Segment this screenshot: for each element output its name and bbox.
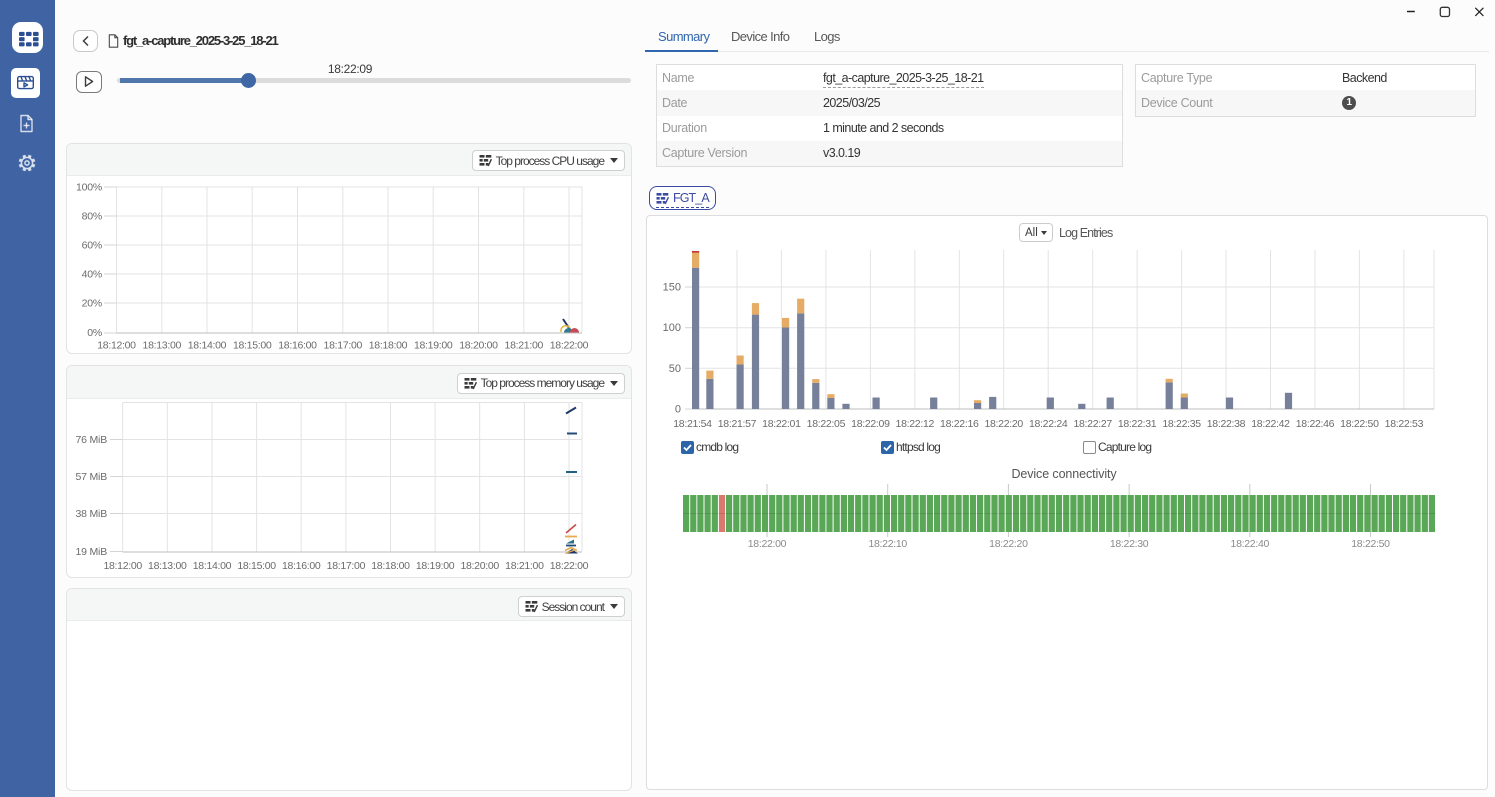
svg-text:50: 50 [669, 363, 681, 375]
svg-text:18:16:00: 18:16:00 [282, 560, 321, 572]
svg-text:18:21:54: 18:21:54 [673, 418, 712, 430]
svg-text:18:21:57: 18:21:57 [718, 418, 757, 430]
svg-text:18:21:00: 18:21:00 [505, 560, 544, 572]
svg-text:18:22:30: 18:22:30 [1110, 538, 1149, 550]
svg-text:18:22:50: 18:22:50 [1351, 538, 1390, 550]
svg-text:100%: 100% [76, 182, 102, 194]
svg-text:18:22:20: 18:22:20 [989, 538, 1028, 550]
svg-text:18:17:00: 18:17:00 [324, 340, 363, 352]
svg-text:19 MiB: 19 MiB [76, 546, 108, 558]
svg-text:18:20:00: 18:20:00 [460, 560, 499, 572]
svg-text:18:22:05: 18:22:05 [807, 418, 846, 430]
svg-text:18:12:00: 18:12:00 [103, 560, 142, 572]
svg-text:18:22:01: 18:22:01 [762, 418, 801, 430]
svg-text:18:16:00: 18:16:00 [278, 340, 317, 352]
svg-text:18:22:09: 18:22:09 [851, 418, 890, 430]
svg-text:60%: 60% [82, 240, 102, 252]
svg-text:100: 100 [663, 322, 681, 334]
svg-text:18:19:00: 18:19:00 [416, 560, 455, 572]
svg-text:80%: 80% [82, 211, 102, 223]
svg-text:18:13:00: 18:13:00 [143, 340, 182, 352]
svg-text:18:22:31: 18:22:31 [1118, 418, 1157, 430]
svg-text:18:18:00: 18:18:00 [369, 340, 408, 352]
svg-text:18:22:10: 18:22:10 [868, 538, 907, 550]
svg-text:18:22:27: 18:22:27 [1073, 418, 1112, 430]
svg-text:18:22:24: 18:22:24 [1029, 418, 1068, 430]
svg-text:18:22:38: 18:22:38 [1207, 418, 1246, 430]
svg-text:18:15:00: 18:15:00 [237, 560, 276, 572]
svg-text:18:14:00: 18:14:00 [193, 560, 232, 572]
svg-text:18:15:00: 18:15:00 [233, 340, 272, 352]
svg-text:18:22:00: 18:22:00 [748, 538, 787, 550]
svg-text:18:22:40: 18:22:40 [1231, 538, 1270, 550]
svg-text:18:19:00: 18:19:00 [414, 340, 453, 352]
svg-text:18:22:46: 18:22:46 [1296, 418, 1335, 430]
svg-text:57 MiB: 57 MiB [76, 471, 108, 483]
svg-text:0%: 0% [87, 327, 102, 339]
svg-text:18:21:00: 18:21:00 [505, 340, 544, 352]
svg-text:18:17:00: 18:17:00 [327, 560, 366, 572]
svg-text:18:22:35: 18:22:35 [1162, 418, 1201, 430]
svg-text:18:20:00: 18:20:00 [459, 340, 498, 352]
svg-text:38 MiB: 38 MiB [76, 508, 108, 520]
svg-text:18:22:00: 18:22:00 [550, 560, 589, 572]
svg-text:18:18:00: 18:18:00 [371, 560, 410, 572]
svg-text:18:22:16: 18:22:16 [940, 418, 979, 430]
svg-text:150: 150 [663, 282, 681, 294]
svg-text:18:22:42: 18:22:42 [1251, 418, 1290, 430]
svg-text:18:12:00: 18:12:00 [97, 340, 136, 352]
svg-text:20%: 20% [82, 298, 102, 310]
svg-text:18:22:00: 18:22:00 [550, 340, 589, 352]
svg-text:0: 0 [675, 404, 681, 416]
svg-text:40%: 40% [82, 269, 102, 281]
svg-text:76 MiB: 76 MiB [76, 434, 108, 446]
svg-text:18:13:00: 18:13:00 [148, 560, 187, 572]
svg-text:18:22:50: 18:22:50 [1340, 418, 1379, 430]
svg-text:18:22:12: 18:22:12 [896, 418, 935, 430]
svg-text:18:22:53: 18:22:53 [1385, 418, 1424, 430]
svg-text:18:22:20: 18:22:20 [984, 418, 1023, 430]
svg-text:18:14:00: 18:14:00 [188, 340, 227, 352]
